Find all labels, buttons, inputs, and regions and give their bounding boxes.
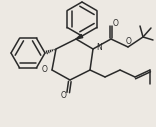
Text: N: N [96, 44, 102, 52]
Text: O: O [126, 36, 132, 45]
Text: O: O [42, 66, 48, 75]
Text: O: O [61, 91, 67, 100]
Polygon shape [76, 34, 83, 39]
Text: O: O [113, 19, 119, 28]
